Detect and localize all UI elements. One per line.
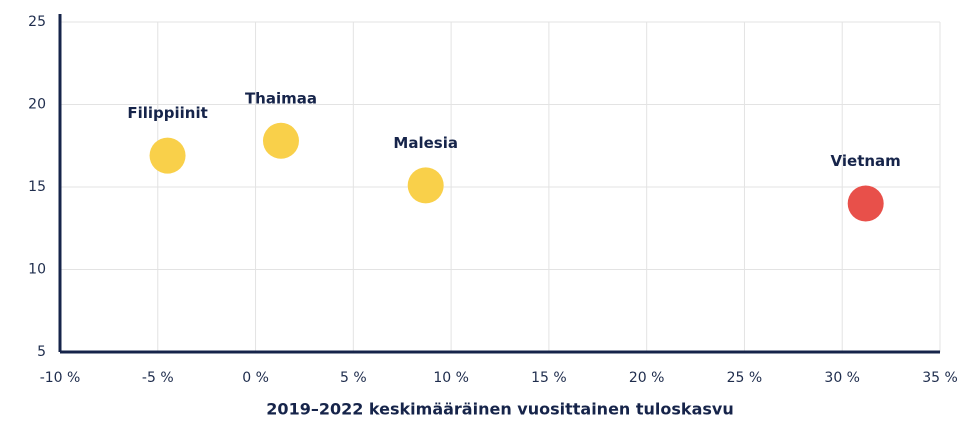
point-label: Filippiinit (127, 104, 207, 122)
point (262, 122, 299, 159)
y-tick-label: 15 (28, 179, 46, 195)
point (847, 185, 884, 222)
point-label: Malesia (393, 134, 458, 152)
point-label: Vietnam (831, 152, 901, 170)
x-tick-label: 25 % (727, 370, 763, 386)
y-tick-label: 5 (37, 344, 46, 360)
y-tick-label: 25 (28, 14, 46, 30)
x-tick-label: 15 % (531, 370, 567, 386)
point (149, 137, 186, 174)
y-tick-label: 10 (28, 262, 46, 278)
x-tick-label: 0 % (242, 370, 269, 386)
x-tick-label: 30 % (824, 370, 860, 386)
x-tick-label: 20 % (629, 370, 665, 386)
point-label: Thaimaa (245, 89, 317, 107)
x-tick-label: -10 % (40, 370, 81, 386)
x-axis-label: 2019–2022 keskimääräinen vuosittainen tu… (266, 400, 733, 419)
x-tick-label: 5 % (340, 370, 367, 386)
x-tick-label: 35 % (922, 370, 958, 386)
x-tick-label: 10 % (433, 370, 469, 386)
y-tick-label: 20 (28, 97, 46, 113)
point (407, 167, 444, 204)
x-tick-label: -5 % (142, 370, 174, 386)
